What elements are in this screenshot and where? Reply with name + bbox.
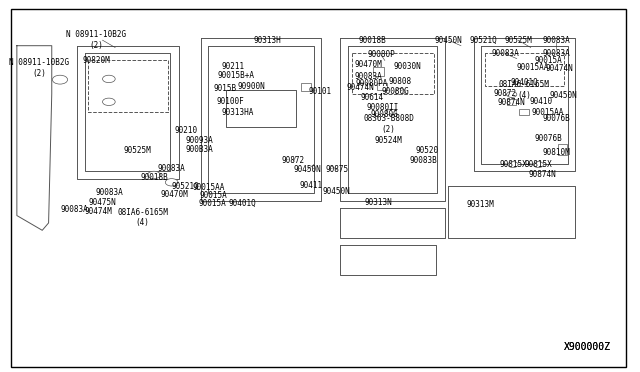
- Text: 90614: 90614: [360, 93, 384, 102]
- Circle shape: [395, 89, 405, 94]
- Text: 90450N: 90450N: [294, 165, 321, 174]
- Bar: [508, 99, 516, 105]
- Text: 90083A: 90083A: [542, 49, 570, 58]
- Text: 90810M: 90810M: [542, 148, 570, 157]
- Text: 90470M: 90470M: [161, 190, 188, 199]
- Text: X900000Z: X900000Z: [564, 341, 611, 352]
- Text: 90211: 90211: [221, 61, 244, 71]
- Text: 90410: 90410: [530, 97, 553, 106]
- Text: 90808: 90808: [388, 77, 412, 86]
- Text: 90080PA: 90080PA: [355, 79, 388, 88]
- Text: 90520: 90520: [416, 146, 439, 155]
- Text: N 08911-10B2G
(2): N 08911-10B2G (2): [9, 58, 69, 77]
- Circle shape: [52, 75, 68, 84]
- Text: 90313H: 90313H: [253, 36, 282, 45]
- Text: 90015A: 90015A: [200, 191, 227, 200]
- Bar: [301, 83, 311, 91]
- Text: 90474M: 90474M: [84, 206, 112, 216]
- Text: 90083A: 90083A: [542, 36, 570, 45]
- Text: 90525M: 90525M: [504, 36, 532, 45]
- Text: 90093A: 90093A: [186, 137, 214, 145]
- Text: 90524M: 90524M: [374, 137, 402, 145]
- Text: 90411: 90411: [299, 182, 322, 190]
- Text: 90083A: 90083A: [158, 164, 186, 173]
- Text: 90030N: 90030N: [394, 62, 422, 71]
- Text: 90313M: 90313M: [466, 200, 494, 209]
- Text: 90450N: 90450N: [550, 92, 578, 100]
- Text: 90083A: 90083A: [355, 72, 382, 81]
- Text: 08363-B808D
(2): 08363-B808D (2): [364, 114, 414, 134]
- Text: 90401Q: 90401Q: [229, 199, 257, 208]
- Text: X900000Z: X900000Z: [564, 341, 611, 352]
- Text: 90083A: 90083A: [95, 188, 124, 197]
- Text: 90080G: 90080G: [371, 109, 399, 119]
- Circle shape: [533, 161, 543, 167]
- Text: 90015AA: 90015AA: [516, 62, 549, 72]
- Text: 90083A: 90083A: [492, 49, 519, 58]
- Circle shape: [165, 179, 178, 186]
- Text: 9015B: 9015B: [213, 84, 237, 93]
- Bar: [558, 144, 567, 155]
- Text: 90450N: 90450N: [435, 36, 462, 45]
- Text: 90475N: 90475N: [88, 199, 116, 208]
- Text: 90470M: 90470M: [355, 60, 382, 70]
- Bar: [376, 83, 387, 90]
- Text: 90101: 90101: [308, 87, 332, 96]
- Text: 90450N: 90450N: [323, 187, 351, 196]
- Text: N 08911-10B2G
(2): N 08911-10B2G (2): [66, 31, 126, 50]
- Text: 90521Q: 90521Q: [172, 182, 200, 190]
- Text: 08IA6-6165M
(4): 08IA6-6165M (4): [117, 208, 168, 227]
- Text: 90018B: 90018B: [140, 173, 168, 182]
- Text: 90015AA: 90015AA: [531, 108, 563, 117]
- Text: 90401Q: 90401Q: [511, 78, 538, 87]
- Text: 90875: 90875: [325, 165, 348, 174]
- Text: 90474N: 90474N: [347, 83, 374, 92]
- Text: 90080G: 90080G: [381, 87, 410, 96]
- Bar: [372, 67, 384, 76]
- Text: 90100F: 90100F: [216, 97, 244, 106]
- Text: 90080II: 90080II: [366, 103, 399, 112]
- Text: 90083B: 90083B: [409, 155, 436, 165]
- Circle shape: [102, 75, 115, 83]
- Text: 90313HA: 90313HA: [221, 108, 254, 117]
- Text: 90872: 90872: [494, 89, 517, 98]
- Text: 90874N: 90874N: [528, 170, 556, 179]
- Circle shape: [148, 171, 160, 179]
- Text: 90521Q: 90521Q: [469, 36, 497, 45]
- Text: 90815X: 90815X: [499, 160, 527, 169]
- Text: 90820M: 90820M: [83, 56, 110, 65]
- Text: 90815X: 90815X: [525, 160, 552, 169]
- Text: 90313N: 90313N: [365, 198, 392, 207]
- Text: 90525M: 90525M: [124, 146, 151, 155]
- Text: 90015A: 90015A: [198, 199, 226, 208]
- Circle shape: [386, 109, 396, 115]
- Text: 08IA6-6165M
(4): 08IA6-6165M (4): [499, 80, 550, 100]
- Text: 90015B+A: 90015B+A: [217, 71, 254, 80]
- Text: 90474N: 90474N: [545, 64, 573, 73]
- Circle shape: [508, 161, 518, 167]
- Text: 90015A: 90015A: [534, 56, 563, 65]
- Text: 90872: 90872: [282, 156, 305, 166]
- Text: 90076B: 90076B: [542, 114, 570, 123]
- Text: 900B3A: 900B3A: [186, 145, 214, 154]
- Text: 90015AA: 90015AA: [192, 183, 225, 192]
- Text: 90076B: 90076B: [534, 134, 563, 142]
- Text: 90080P: 90080P: [367, 51, 395, 60]
- Text: 90874N: 90874N: [498, 98, 525, 107]
- Circle shape: [507, 92, 516, 97]
- Text: 90083A: 90083A: [60, 205, 88, 215]
- Text: 90210: 90210: [174, 126, 197, 135]
- Bar: [519, 109, 529, 115]
- Circle shape: [102, 98, 115, 106]
- Text: 90900N: 90900N: [237, 82, 266, 91]
- Text: 90018B: 90018B: [358, 36, 386, 45]
